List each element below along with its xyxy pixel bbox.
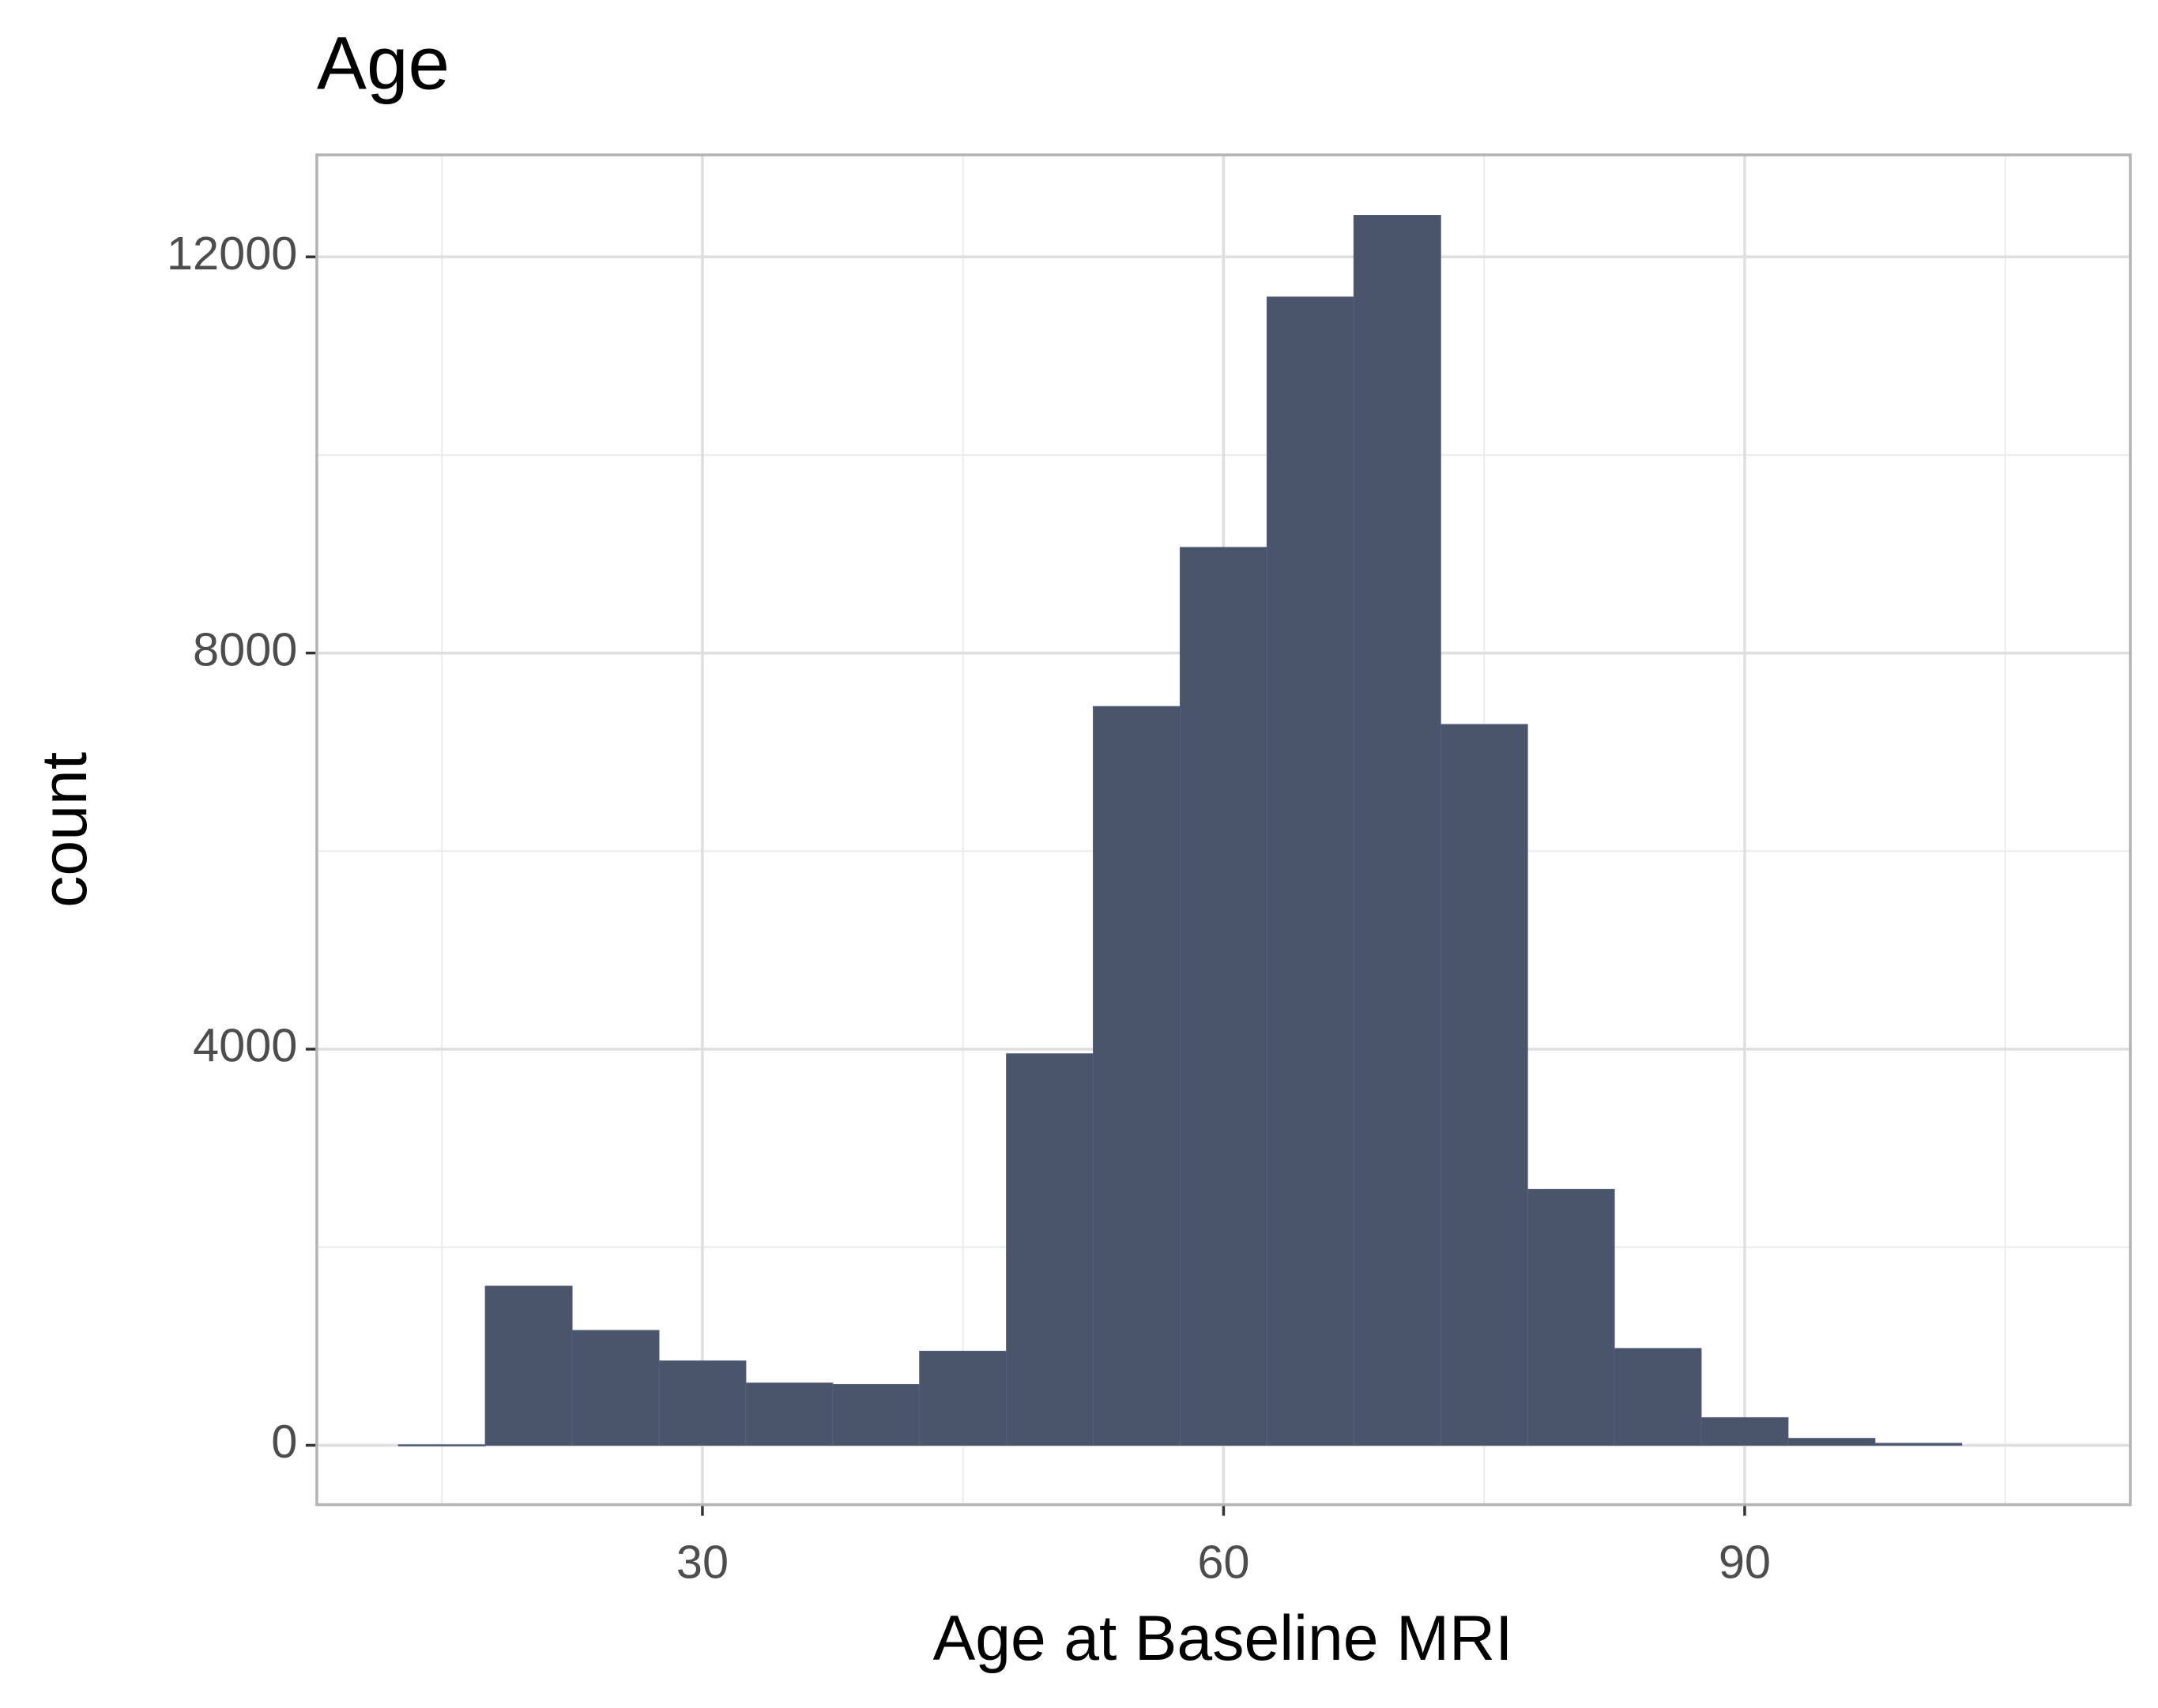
bar <box>571 1330 660 1446</box>
x-tick-label: 30 <box>676 1535 729 1588</box>
bar <box>1006 1053 1094 1446</box>
bar <box>1093 705 1181 1446</box>
y-tick-label: 12000 <box>167 227 298 280</box>
bar <box>484 1285 573 1446</box>
bar <box>1527 1188 1615 1446</box>
x-tick-label: 90 <box>1719 1535 1771 1588</box>
bar <box>1266 296 1354 1446</box>
bar <box>745 1383 834 1446</box>
bar <box>658 1360 747 1446</box>
y-tick-label: 8000 <box>193 623 297 675</box>
bar <box>397 1444 486 1447</box>
bar <box>832 1383 921 1446</box>
y-tick-label: 4000 <box>193 1019 297 1072</box>
chart-title: Age <box>317 21 450 105</box>
bar <box>1700 1416 1789 1446</box>
bar <box>919 1350 1007 1446</box>
panel-border <box>315 153 2132 1507</box>
bar <box>1353 215 1441 1446</box>
bar <box>1179 547 1267 1446</box>
bar <box>1787 1438 1876 1446</box>
x-tick-label: 60 <box>1197 1535 1249 1588</box>
bar <box>1874 1443 1963 1446</box>
bar <box>1614 1348 1702 1446</box>
y-axis-title: count <box>29 752 100 908</box>
x-axis-title: Age at Baseline MRI <box>933 1603 1513 1674</box>
bar <box>1440 724 1528 1446</box>
y-tick-label: 0 <box>271 1415 297 1468</box>
